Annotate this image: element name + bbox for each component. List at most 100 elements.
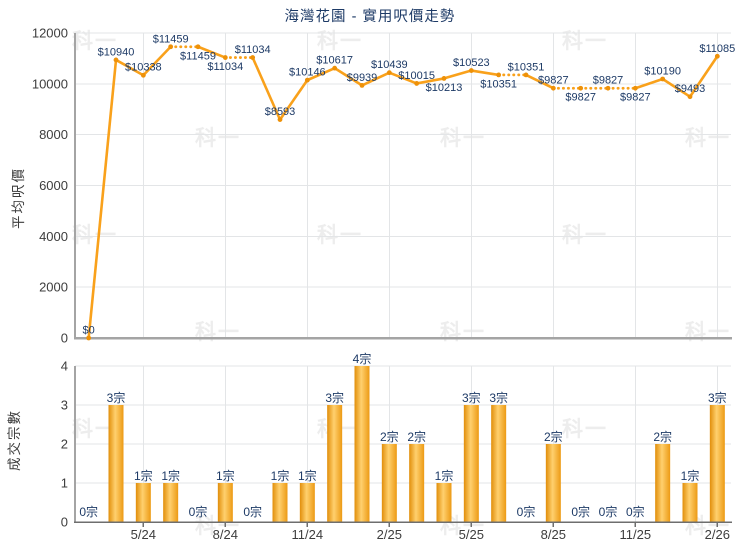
txn-bar — [409, 444, 425, 522]
price-y-tick-label: 4000 — [39, 229, 68, 244]
price-value-label: $11459 — [180, 50, 216, 62]
price-point — [632, 85, 638, 91]
txn-count-label: 1宗 — [216, 468, 235, 483]
price-value-label: $11459 — [153, 33, 189, 45]
price-point — [304, 77, 310, 83]
count-y-tick-label: 4 — [61, 359, 68, 374]
txn-bar — [436, 483, 452, 522]
price-value-label: $11085 — [699, 43, 735, 55]
txn-count-label: 2宗 — [653, 429, 672, 444]
txn-count-label: 0宗 — [517, 504, 536, 519]
txn-count-label: 3宗 — [489, 390, 508, 405]
price-line-segment — [416, 77, 445, 85]
price-point — [496, 72, 502, 78]
price-point — [578, 85, 584, 91]
txn-bar — [272, 483, 288, 522]
txn-bar — [682, 483, 698, 522]
txn-count-label: 1宗 — [298, 468, 317, 483]
price-line-segment — [388, 71, 418, 85]
price-line-segment — [306, 66, 336, 82]
price-line-segment — [361, 71, 390, 87]
price-point — [714, 53, 720, 59]
price-value-label: $11034 — [235, 44, 271, 56]
price-value-label: $8593 — [265, 106, 296, 118]
price-value-label: $9493 — [675, 83, 706, 95]
price-value-label: $10338 — [125, 62, 162, 74]
price-y-tick-label: 2000 — [39, 280, 68, 295]
price-point — [660, 76, 666, 82]
price-line-segment — [661, 77, 691, 98]
txn-count-label: 2宗 — [407, 429, 426, 444]
price-line-segment — [142, 45, 172, 77]
price-y-tick-label: 6000 — [39, 178, 68, 193]
txn-bar — [135, 483, 151, 522]
x-tick-label: 8/24 — [213, 527, 238, 542]
price-point — [277, 117, 283, 122]
x-tick-label: 8/25 — [541, 527, 566, 542]
txn-count-label: 1宗 — [435, 468, 454, 483]
txn-bar — [463, 405, 479, 522]
price-point — [441, 76, 447, 81]
price-value-label: $9827 — [620, 92, 651, 104]
txn-count-label: 1宗 — [134, 468, 153, 483]
price-line-segment — [115, 58, 144, 77]
price-value-label: $10146 — [289, 67, 326, 79]
price-value-label: $9827 — [538, 75, 569, 87]
x-tick-label: 5/25 — [459, 527, 484, 542]
price-value-label: $10351 — [508, 61, 545, 73]
txn-bar — [327, 405, 343, 522]
txn-bar — [163, 483, 179, 522]
count-y-tick-label: 0 — [61, 515, 68, 530]
count-y-tick-label: 1 — [61, 476, 68, 491]
price-point — [168, 44, 174, 50]
txn-count-label: 3宗 — [708, 390, 727, 405]
x-tick-label: 11/25 — [620, 527, 652, 542]
txn-count-label: 1宗 — [161, 468, 180, 483]
x-tick-label: 11/24 — [292, 527, 324, 542]
txn-count-label: 0宗 — [243, 504, 262, 519]
count-y-tick-label: 3 — [61, 398, 68, 413]
price-point — [140, 72, 146, 78]
price-point — [523, 72, 529, 78]
price-point — [86, 335, 92, 341]
price-y-tick-label: 12000 — [32, 26, 68, 41]
price-line-segment — [634, 77, 664, 90]
price-line-segment — [87, 59, 118, 339]
txn-bar — [491, 405, 507, 522]
price-value-label: $0 — [83, 325, 95, 337]
price-point — [222, 55, 228, 60]
txn-count-label: 2宗 — [544, 429, 563, 444]
price-line-segment — [525, 73, 554, 90]
txn-bar — [217, 483, 233, 522]
price-value-label: $9827 — [565, 92, 596, 104]
txn-bar — [108, 405, 124, 522]
txn-count-label: 1宗 — [681, 468, 700, 483]
price-y-tick-label: 0 — [61, 331, 68, 346]
price-y-tick-label: 8000 — [39, 127, 68, 142]
price-point — [195, 44, 201, 50]
price-value-label: $10213 — [426, 82, 463, 94]
count-y-tick-label: 2 — [61, 437, 68, 452]
price-value-label: $10617 — [316, 55, 353, 67]
price-line-segment — [333, 67, 363, 87]
price-line-segment — [443, 69, 472, 80]
txn-count-label: 2宗 — [380, 429, 399, 444]
price-line-segment — [688, 55, 719, 98]
txn-bar — [545, 444, 561, 522]
price-line-segment — [278, 79, 309, 121]
price-value-label: $10351 — [480, 78, 517, 90]
txn-bar — [354, 366, 370, 522]
txn-bar — [381, 444, 397, 522]
x-tick-label: 2/25 — [377, 527, 402, 542]
price-value-label: $10523 — [453, 57, 490, 69]
txn-count-label: 3宗 — [462, 390, 481, 405]
price-value-label: $9939 — [347, 72, 378, 84]
txn-count-label: 3宗 — [107, 390, 126, 405]
x-tick-label: 5/24 — [131, 527, 156, 542]
chart-title: 海灣花園 - 實用呎價走勢 — [284, 9, 456, 25]
price-point — [687, 94, 693, 100]
price-value-label: $10439 — [371, 59, 408, 71]
txn-count-label: 0宗 — [79, 504, 98, 519]
